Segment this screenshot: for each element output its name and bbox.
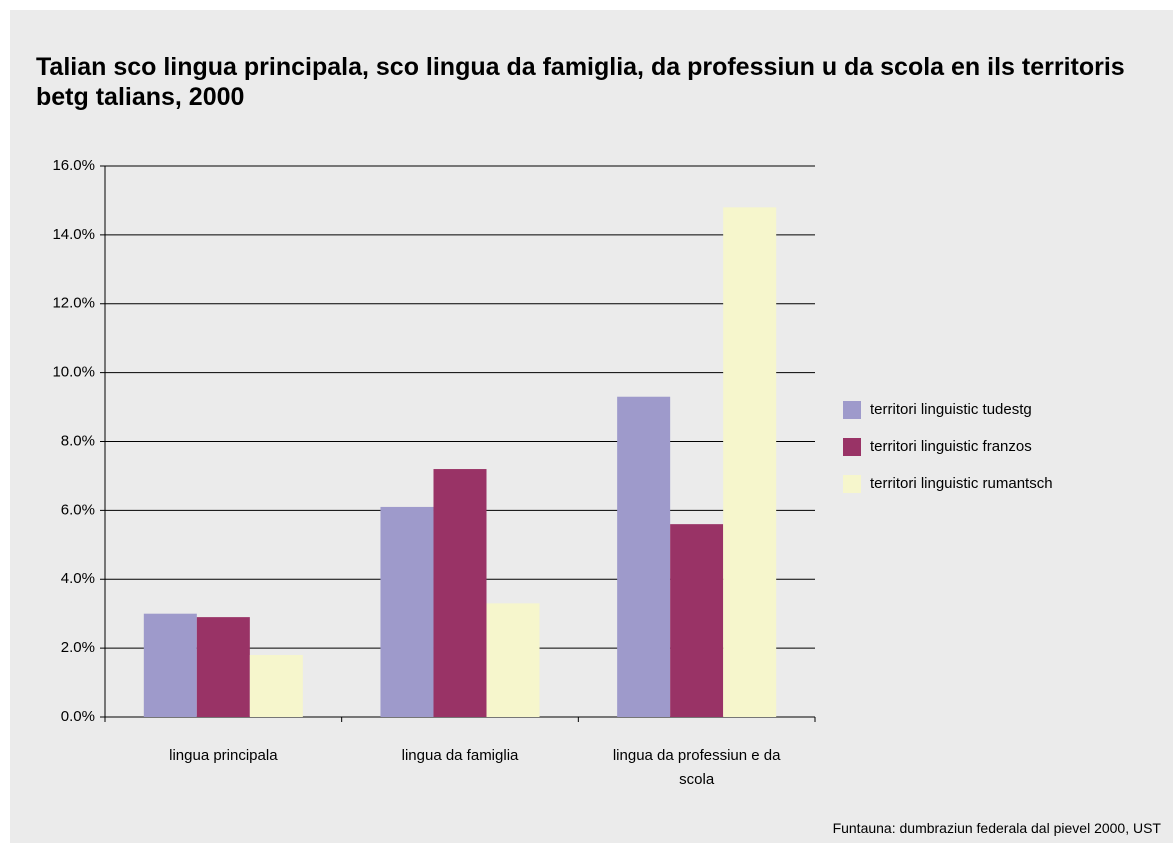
y-tick-label: 6.0% [61,501,95,518]
x-tick-label: lingua da professiun e da scola [612,747,781,788]
y-tick-label: 0.0% [61,708,95,725]
legend-label: territori linguistic tudestg [870,401,1032,418]
bar [196,617,250,717]
y-tick-label: 14.0% [52,226,95,243]
y-tick-label: 12.0% [52,295,95,312]
bar [143,613,197,717]
chart: Talian sco lingua principala, sco lingua… [10,10,1173,843]
legend-swatch [843,401,861,419]
bar [249,655,303,717]
bar [380,506,434,717]
y-tick-label: 2.0% [61,639,95,656]
bar [486,603,540,717]
legend-label: territori linguistic rumantsch [870,475,1053,492]
chart-title: Talian sco lingua principala, sco lingua… [36,53,1125,111]
bar [433,469,487,717]
bar [670,524,724,717]
y-tick-label: 16.0% [52,157,95,174]
y-tick-label: 10.0% [52,364,95,381]
legend-swatch [843,475,861,493]
bar [723,207,777,717]
source-note: Funtauna: dumbraziun federala dal pievel… [832,820,1161,836]
x-tick-label: lingua principala [169,747,278,764]
plot: 0.0% 2.0% 4.0% 6.0% 8.0% 10.0% 12.0% 14.0% 16.0%… [52,157,1053,725]
y-tick-label: 8.0% [61,432,95,449]
y-tick-label: 4.0% [61,570,95,587]
legend-swatch [843,438,861,456]
legend-label: territori linguistic franzos [870,438,1032,455]
bar [617,396,671,717]
x-tick-label: lingua da famiglia [401,747,519,764]
